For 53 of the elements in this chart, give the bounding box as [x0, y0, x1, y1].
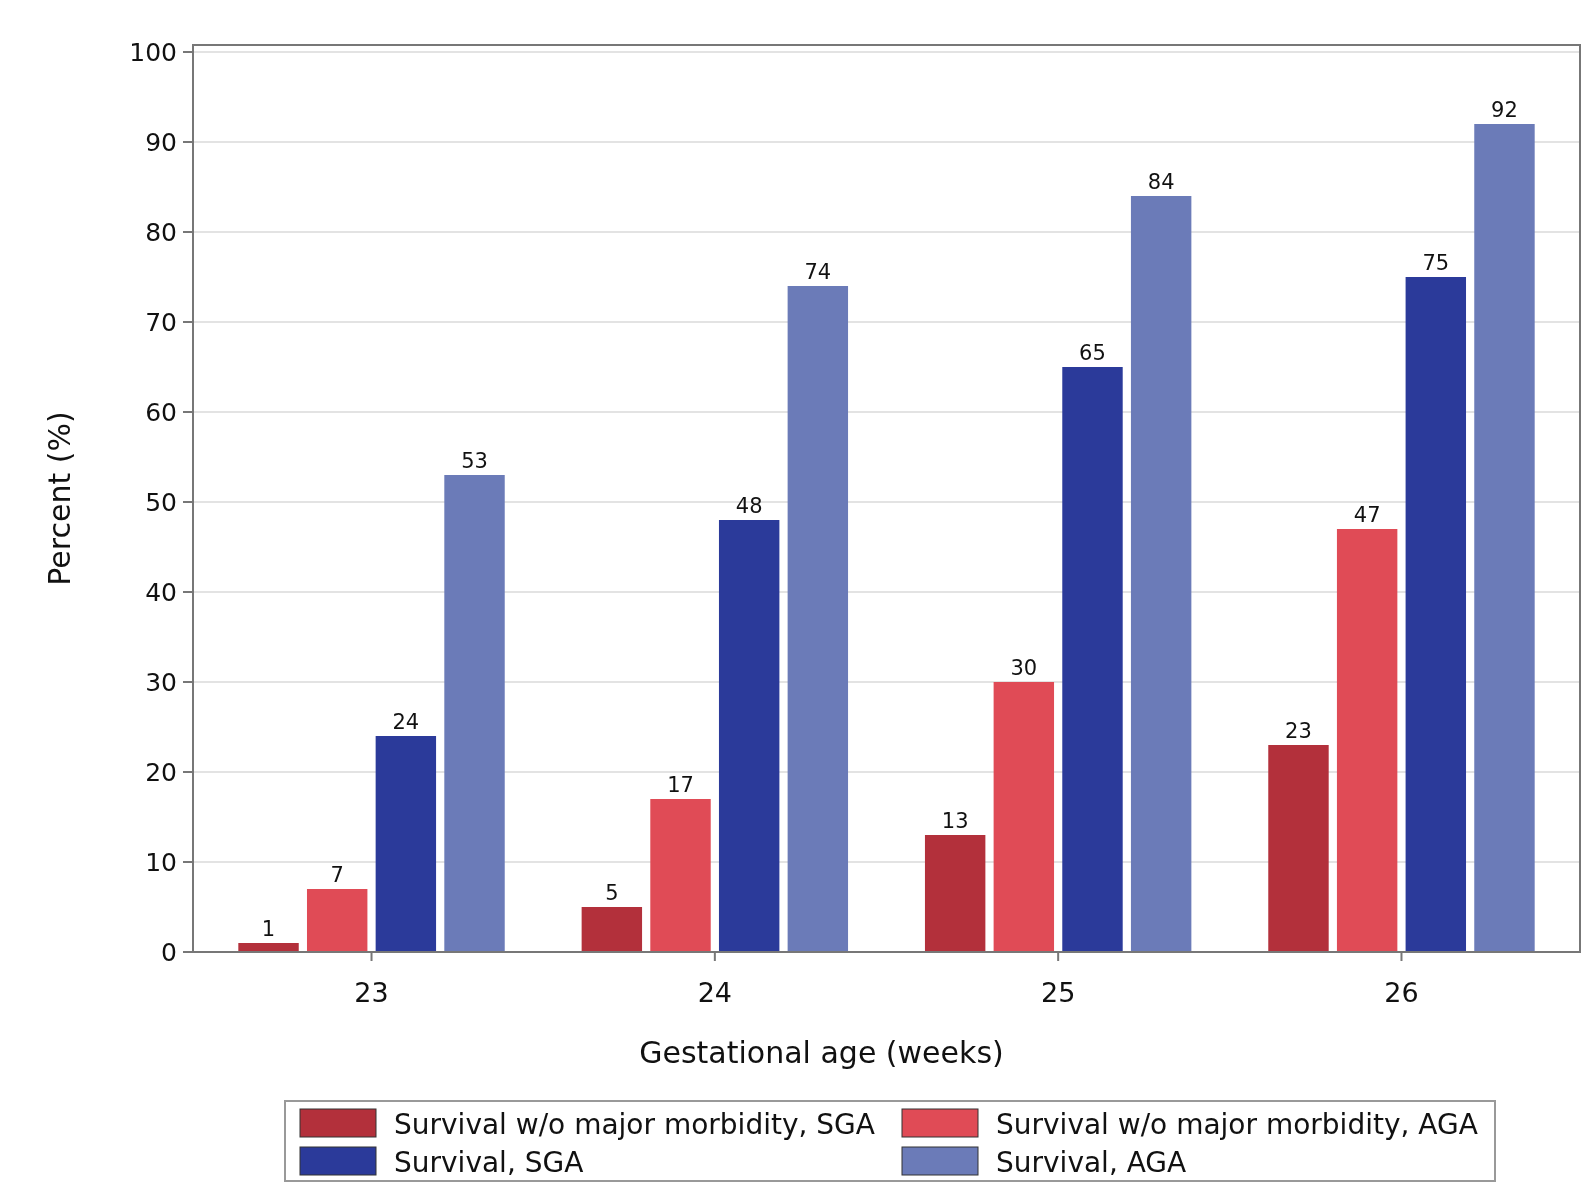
- data-label: 75: [1422, 251, 1450, 275]
- bar: [924, 835, 986, 952]
- y-tick-label: 30: [145, 667, 177, 697]
- data-label: 74: [804, 260, 832, 284]
- x-tick-label: 25: [1040, 977, 1076, 1008]
- x-tick-label: 24: [697, 977, 733, 1008]
- y-tick-label: 50: [145, 487, 177, 517]
- bar: [1405, 277, 1467, 952]
- y-tick-label: 70: [145, 307, 177, 337]
- legend-label: Survival w/o major morbidity, AGA: [996, 1107, 1478, 1141]
- bar: [581, 907, 643, 952]
- bar: [444, 475, 505, 952]
- bar: [1130, 196, 1192, 952]
- legend-label: Survival, AGA: [996, 1145, 1187, 1179]
- y-tick-label: 10: [145, 847, 177, 877]
- x-tick-label: 26: [1384, 977, 1419, 1008]
- y-tick-label: 80: [145, 217, 177, 247]
- data-label: 5: [605, 881, 619, 905]
- data-label: 23: [1285, 719, 1312, 743]
- bar: [1474, 124, 1535, 952]
- bar: [993, 682, 1055, 952]
- bar: [1336, 529, 1398, 952]
- data-label: 7: [330, 863, 344, 887]
- y-tick-label: 40: [145, 577, 177, 607]
- bar: [787, 286, 849, 952]
- data-label: 17: [667, 773, 694, 797]
- data-label: 1: [261, 917, 276, 941]
- data-label: 53: [461, 449, 488, 473]
- y-tick-label: 20: [145, 757, 177, 787]
- y-tick-label: 100: [129, 37, 177, 67]
- data-label: 24: [392, 710, 420, 734]
- x-tick-label: 23: [354, 977, 389, 1008]
- data-label: 84: [1147, 170, 1175, 194]
- y-tick-label: 60: [145, 397, 177, 427]
- legend-label: Survival w/o major morbidity, SGA: [394, 1107, 875, 1141]
- data-label: 48: [735, 494, 763, 518]
- y-tick-label: 0: [161, 937, 177, 967]
- legend-label: Survival, SGA: [394, 1145, 584, 1179]
- data-label: 47: [1353, 503, 1381, 527]
- y-tick-label: 90: [145, 127, 177, 157]
- bar: [1062, 367, 1123, 952]
- bar: [375, 736, 437, 952]
- bar: [306, 889, 368, 952]
- x-axis-title: Gestational age (weeks): [639, 1035, 1004, 1070]
- y-axis-title: Percent (%): [42, 411, 77, 586]
- bar: [650, 799, 711, 952]
- bar: [238, 943, 299, 952]
- data-label: 65: [1079, 341, 1106, 365]
- data-label: 13: [941, 809, 969, 833]
- bar: [718, 520, 780, 952]
- bar: [1268, 745, 1329, 952]
- data-label: 92: [1491, 98, 1518, 122]
- data-label: 30: [1010, 656, 1038, 680]
